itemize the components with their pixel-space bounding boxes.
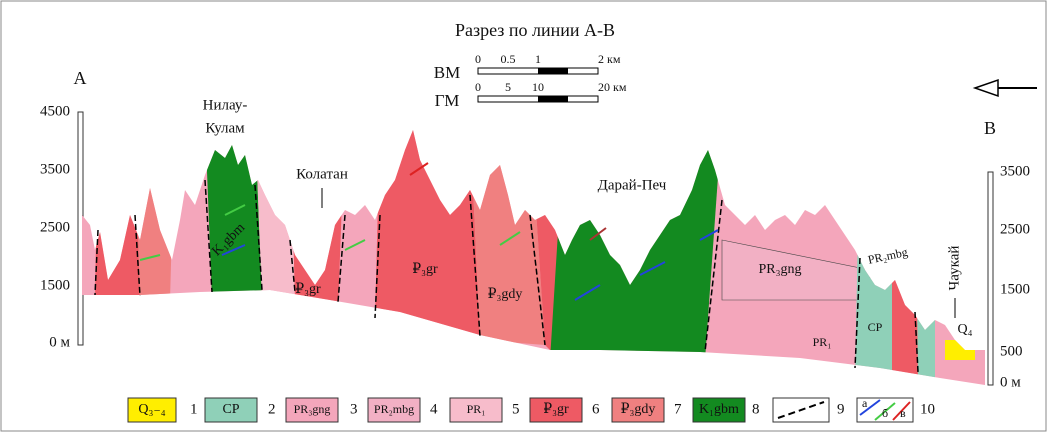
axis-label: 3500	[40, 161, 70, 177]
place-label: Чаукай	[946, 246, 962, 291]
legend-code: CP	[222, 402, 239, 417]
unit-label: PR₃gng	[758, 262, 801, 277]
scale-tick: 10	[532, 80, 544, 94]
unit-label: ₽₃gdy	[488, 287, 523, 302]
unit-label: PR₂mbg	[867, 245, 909, 267]
legend-number: 3	[350, 401, 358, 417]
direction-arrow	[975, 80, 1037, 96]
axis-label: 0 м	[1000, 374, 1021, 390]
section-diagram: Разрез по линии А-В А В ВМ 0 0.5 1 2 км …	[0, 0, 1047, 432]
unit-label: PR₁	[813, 335, 832, 349]
axis-label: 2500	[1000, 221, 1030, 237]
axis-label: 1500	[1000, 281, 1030, 297]
axis-label: 2500	[40, 219, 70, 235]
legend-number: 5	[512, 401, 520, 417]
legend-number: 4	[430, 401, 438, 417]
legend-number: 8	[752, 401, 760, 417]
legend-number: 7	[674, 401, 682, 417]
axis-label: 0 м	[49, 334, 70, 350]
place-label: Колатан	[296, 166, 348, 182]
left-axis: 4500 3500 2500 1500 0 м	[40, 103, 83, 350]
axis-label: 500	[1000, 343, 1023, 359]
legend-number: 9	[837, 401, 845, 417]
unit-label: CP	[868, 320, 883, 334]
legend: Q₃₋₄ 1 CP 2 PR₃gng 3 PR₂mbg 4 PR₁ 5 ₽₃gr 6 ₽₃g…	[128, 396, 935, 422]
scale-bars: ВМ 0 0.5 1 2 км ГМ 0 5 10 20 км	[434, 52, 627, 110]
unit-label: ₽₃gr	[412, 262, 438, 277]
legend-code: PR₂mbg	[374, 402, 414, 416]
legend-mark: а	[862, 396, 868, 410]
scale-tick: 1	[535, 52, 541, 66]
legend-code: Q₃₋₄	[138, 402, 165, 417]
axis-label: 3500	[1000, 163, 1030, 179]
legend-code: ₽₃gdy	[621, 402, 656, 417]
point-label: В	[984, 118, 996, 138]
scale-name: ВМ	[434, 63, 460, 82]
unit-label: Q₄	[958, 322, 973, 337]
scale-tick: 20 км	[598, 80, 627, 94]
legend-number: 6	[592, 401, 600, 417]
axis-label: 4500	[40, 103, 70, 119]
scale-tick: 0	[475, 52, 481, 66]
legend-mark: б	[882, 406, 888, 420]
axis-label: 1500	[40, 277, 70, 293]
place-label: Нилау-	[203, 97, 248, 113]
title: Разрез по линии А-В	[455, 20, 615, 40]
place-label: Дарай-Печ	[598, 177, 667, 193]
legend-number: 1	[190, 401, 198, 417]
legend-mark: в	[900, 406, 906, 420]
point-label: А	[74, 68, 87, 88]
scale-tick: 2 км	[598, 52, 621, 66]
legend-code: PR₃gng	[294, 402, 331, 416]
legend-code: ₽₃gr	[543, 402, 569, 417]
legend-number: 2	[268, 401, 276, 417]
place-label: Кулам	[205, 120, 245, 136]
right-axis: 3500 2500 1500 500 0 м	[988, 163, 1030, 390]
scale-tick: 0.5	[501, 52, 516, 66]
scale-tick: 5	[505, 80, 511, 94]
scale-tick: 0	[475, 80, 481, 94]
unit-label: ₽₃gr	[295, 282, 321, 297]
legend-code: K₁gbm	[699, 402, 739, 417]
legend-number: 10	[920, 401, 935, 417]
scale-name: ГМ	[435, 91, 460, 110]
legend-code: PR₁	[467, 402, 486, 416]
